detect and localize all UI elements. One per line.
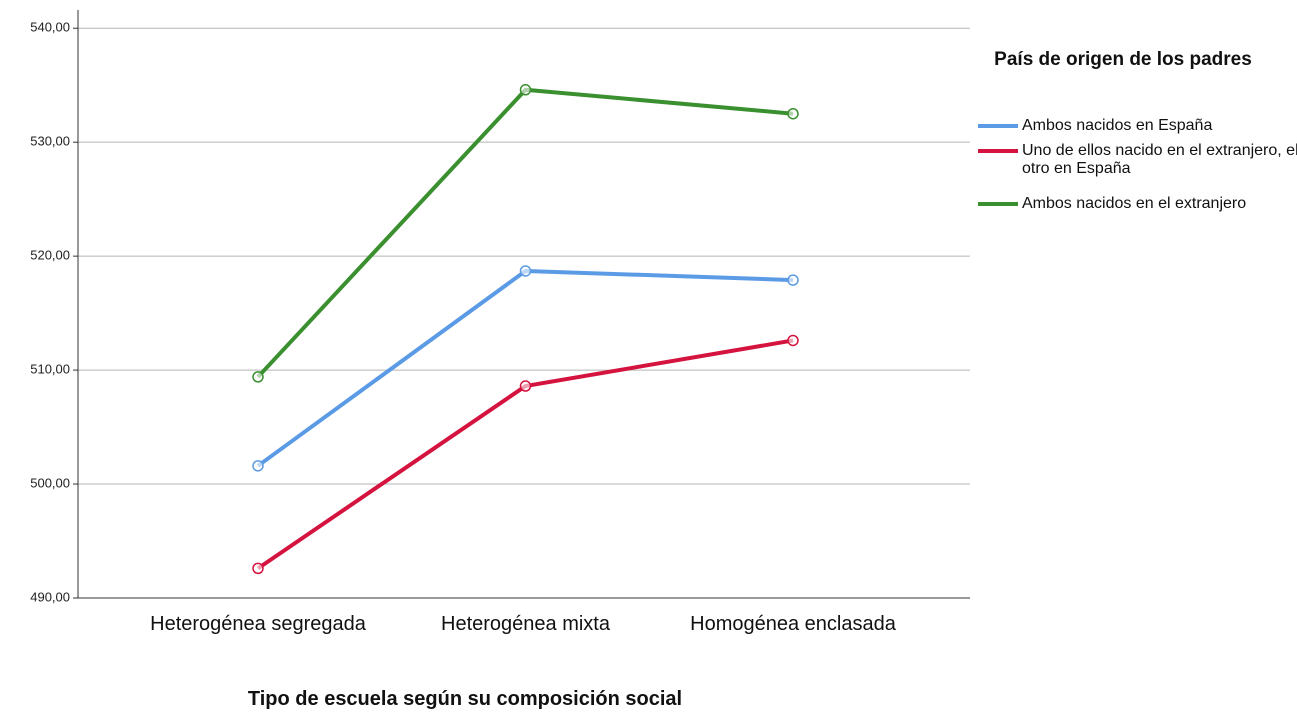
legend-entry: Uno de ellos nacido en el extranjero, el… [1022,142,1297,177]
marker [787,334,799,347]
marker [519,380,532,392]
series-line [256,268,794,468]
x-tick-label: Homogénea enclasada [690,613,896,635]
y-tick-label: 510,00 [30,362,70,377]
legend-entry: Ambos nacidos en España [1022,117,1213,134]
y-tick-label: 500,00 [30,475,70,490]
marker [252,562,264,575]
marker [787,107,799,120]
x-tick-label: Heterogénea mixta [441,613,610,635]
y-tick-label: 520,00 [30,248,70,263]
y-tick-label: 490,00 [30,589,70,604]
x-axis-title: Tipo de escuela según su composición soc… [247,688,683,710]
marker [519,265,532,277]
legend-entry: Ambos nacidos en el extranjero [1022,195,1247,212]
y-tick-label: 540,00 [30,20,70,35]
legend-title: País de origen de los padres [994,49,1252,70]
marker [787,274,799,286]
x-tick-label: Heterogénea segregada [150,613,366,635]
marker [252,460,264,472]
y-tick-label: 530,00 [30,134,70,149]
series-line [256,338,794,571]
marker [519,84,532,96]
series-line [256,87,794,379]
marker [252,371,264,383]
